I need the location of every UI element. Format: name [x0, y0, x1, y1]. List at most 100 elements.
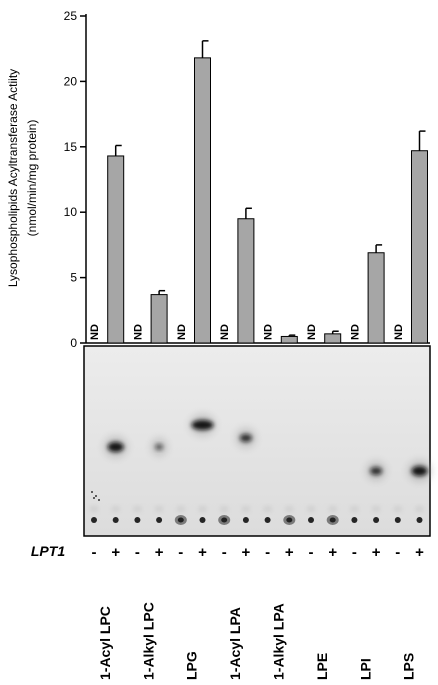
lane-sign: + — [242, 544, 251, 561]
lane-sign: - — [178, 544, 183, 561]
tlc-origin-spot — [416, 517, 423, 523]
tlc-origin-core — [221, 517, 228, 523]
tlc-smear — [263, 506, 272, 512]
lane-sign: - — [135, 544, 140, 561]
tlc-background — [83, 345, 431, 537]
tlc-product-spot — [239, 434, 252, 442]
tlc-smear — [393, 506, 402, 512]
nd-label: ND — [176, 324, 188, 340]
tlc-speckle — [93, 497, 95, 499]
y-tick-label: 5 — [70, 271, 77, 285]
tlc-origin-spot — [91, 517, 97, 523]
tlc-speckle — [91, 491, 93, 493]
bar — [280, 335, 298, 344]
nd-label: ND — [219, 324, 231, 340]
lane-sign: + — [111, 544, 120, 561]
bar — [411, 150, 428, 344]
category-label: 1-Alkyl LPA — [270, 603, 286, 680]
tlc-product-spot — [155, 444, 164, 450]
category-label: LPE — [314, 653, 330, 680]
y-tick-label: 20 — [64, 74, 78, 88]
tlc-origin-core — [286, 517, 293, 523]
tlc-smear — [111, 506, 120, 512]
nd-label: ND — [89, 324, 101, 340]
tlc-smear — [372, 506, 381, 512]
tlc-smear — [350, 506, 359, 512]
tlc-origin-core — [329, 517, 336, 523]
tlc-origin-spot — [134, 517, 141, 523]
tlc-origin-spot — [373, 517, 380, 523]
tlc-product-spot — [370, 467, 383, 475]
nd-labels: ND ND ND ND ND ND ND ND — [89, 324, 405, 340]
tlc-origin-spot — [156, 517, 163, 523]
tlc-smear — [176, 506, 185, 512]
category-label: LPS — [401, 653, 417, 680]
category-label: 1-Acyl LPC — [97, 606, 113, 680]
bar — [107, 155, 125, 344]
bar — [237, 218, 255, 344]
tlc-origin-spot — [264, 517, 271, 523]
tlc-smear — [90, 506, 98, 512]
tlc-smear — [241, 506, 250, 512]
tlc-product-spot — [191, 420, 214, 430]
category-labels: 1-Acyl LPC 1-Alkyl LPC LPG 1-Acyl LPA 1-Alky… — [97, 602, 417, 680]
category-label: 1-Alkyl LPC — [140, 602, 156, 680]
y-axis-unit: (nmol/min/mg protein) — [25, 120, 39, 237]
lane-signs: - + - + - + - + - + - + - + - + — [92, 544, 425, 561]
lane-sign: + — [155, 544, 164, 561]
tlc-origin-spot — [242, 517, 249, 523]
tlc-speckle — [95, 495, 97, 497]
tlc-origin-spot — [308, 517, 314, 523]
bars — [107, 40, 428, 344]
y-axis-title: Lysophospholipids Acyltransferase Actiit… — [6, 69, 20, 287]
tlc-product-spot — [107, 442, 124, 452]
y-tick-label: 10 — [64, 205, 78, 219]
tlc-speckle — [98, 499, 100, 501]
bar — [194, 57, 211, 344]
tlc-product-spot — [411, 466, 428, 476]
lane-sign: + — [415, 544, 424, 561]
y-ticks: 0 5 10 15 20 25 — [64, 9, 86, 350]
tlc-origin-spot — [199, 517, 206, 523]
lane-sign: - — [309, 544, 314, 561]
y-tick-label: 0 — [70, 336, 77, 350]
tlc-smear — [285, 506, 294, 512]
nd-label: ND — [393, 324, 405, 340]
tlc-smear — [328, 506, 337, 512]
lane-sign: - — [395, 544, 400, 561]
tlc-smear — [220, 506, 229, 512]
lane-sign: - — [92, 544, 97, 561]
bar — [324, 333, 342, 344]
category-label: LPG — [184, 651, 200, 680]
lane-sign: + — [198, 544, 207, 561]
tlc-smear — [133, 506, 142, 512]
lane-sign: + — [328, 544, 337, 561]
tlc-smear — [198, 506, 207, 512]
y-tick-label: 25 — [64, 9, 78, 23]
tlc-smear — [307, 506, 315, 512]
y-tick-label: 15 — [64, 140, 78, 154]
nd-label: ND — [132, 324, 144, 340]
lane-sign: - — [265, 544, 270, 561]
genotype-label: LPT1 — [31, 543, 65, 559]
lane-sign: + — [285, 544, 294, 561]
tlc-origin-spot — [351, 517, 358, 523]
tlc-smear — [155, 506, 164, 512]
tlc-smear — [415, 506, 424, 512]
tlc-origin-spot — [112, 517, 119, 523]
tlc-spots — [90, 414, 432, 525]
tlc-origin-core — [177, 517, 184, 523]
bar — [150, 294, 168, 344]
lane-sign: + — [372, 544, 381, 561]
lane-sign: - — [222, 544, 227, 561]
lane-sign: - — [352, 544, 357, 561]
category-label: LPI — [357, 658, 373, 680]
category-label: 1-Acyl LPA — [227, 607, 243, 680]
tlc-origin-spot — [394, 517, 401, 523]
bar — [367, 252, 385, 344]
tlc-plate — [83, 345, 432, 537]
nd-label: ND — [349, 324, 361, 340]
nd-label: ND — [306, 324, 318, 340]
nd-label: ND — [263, 324, 275, 340]
